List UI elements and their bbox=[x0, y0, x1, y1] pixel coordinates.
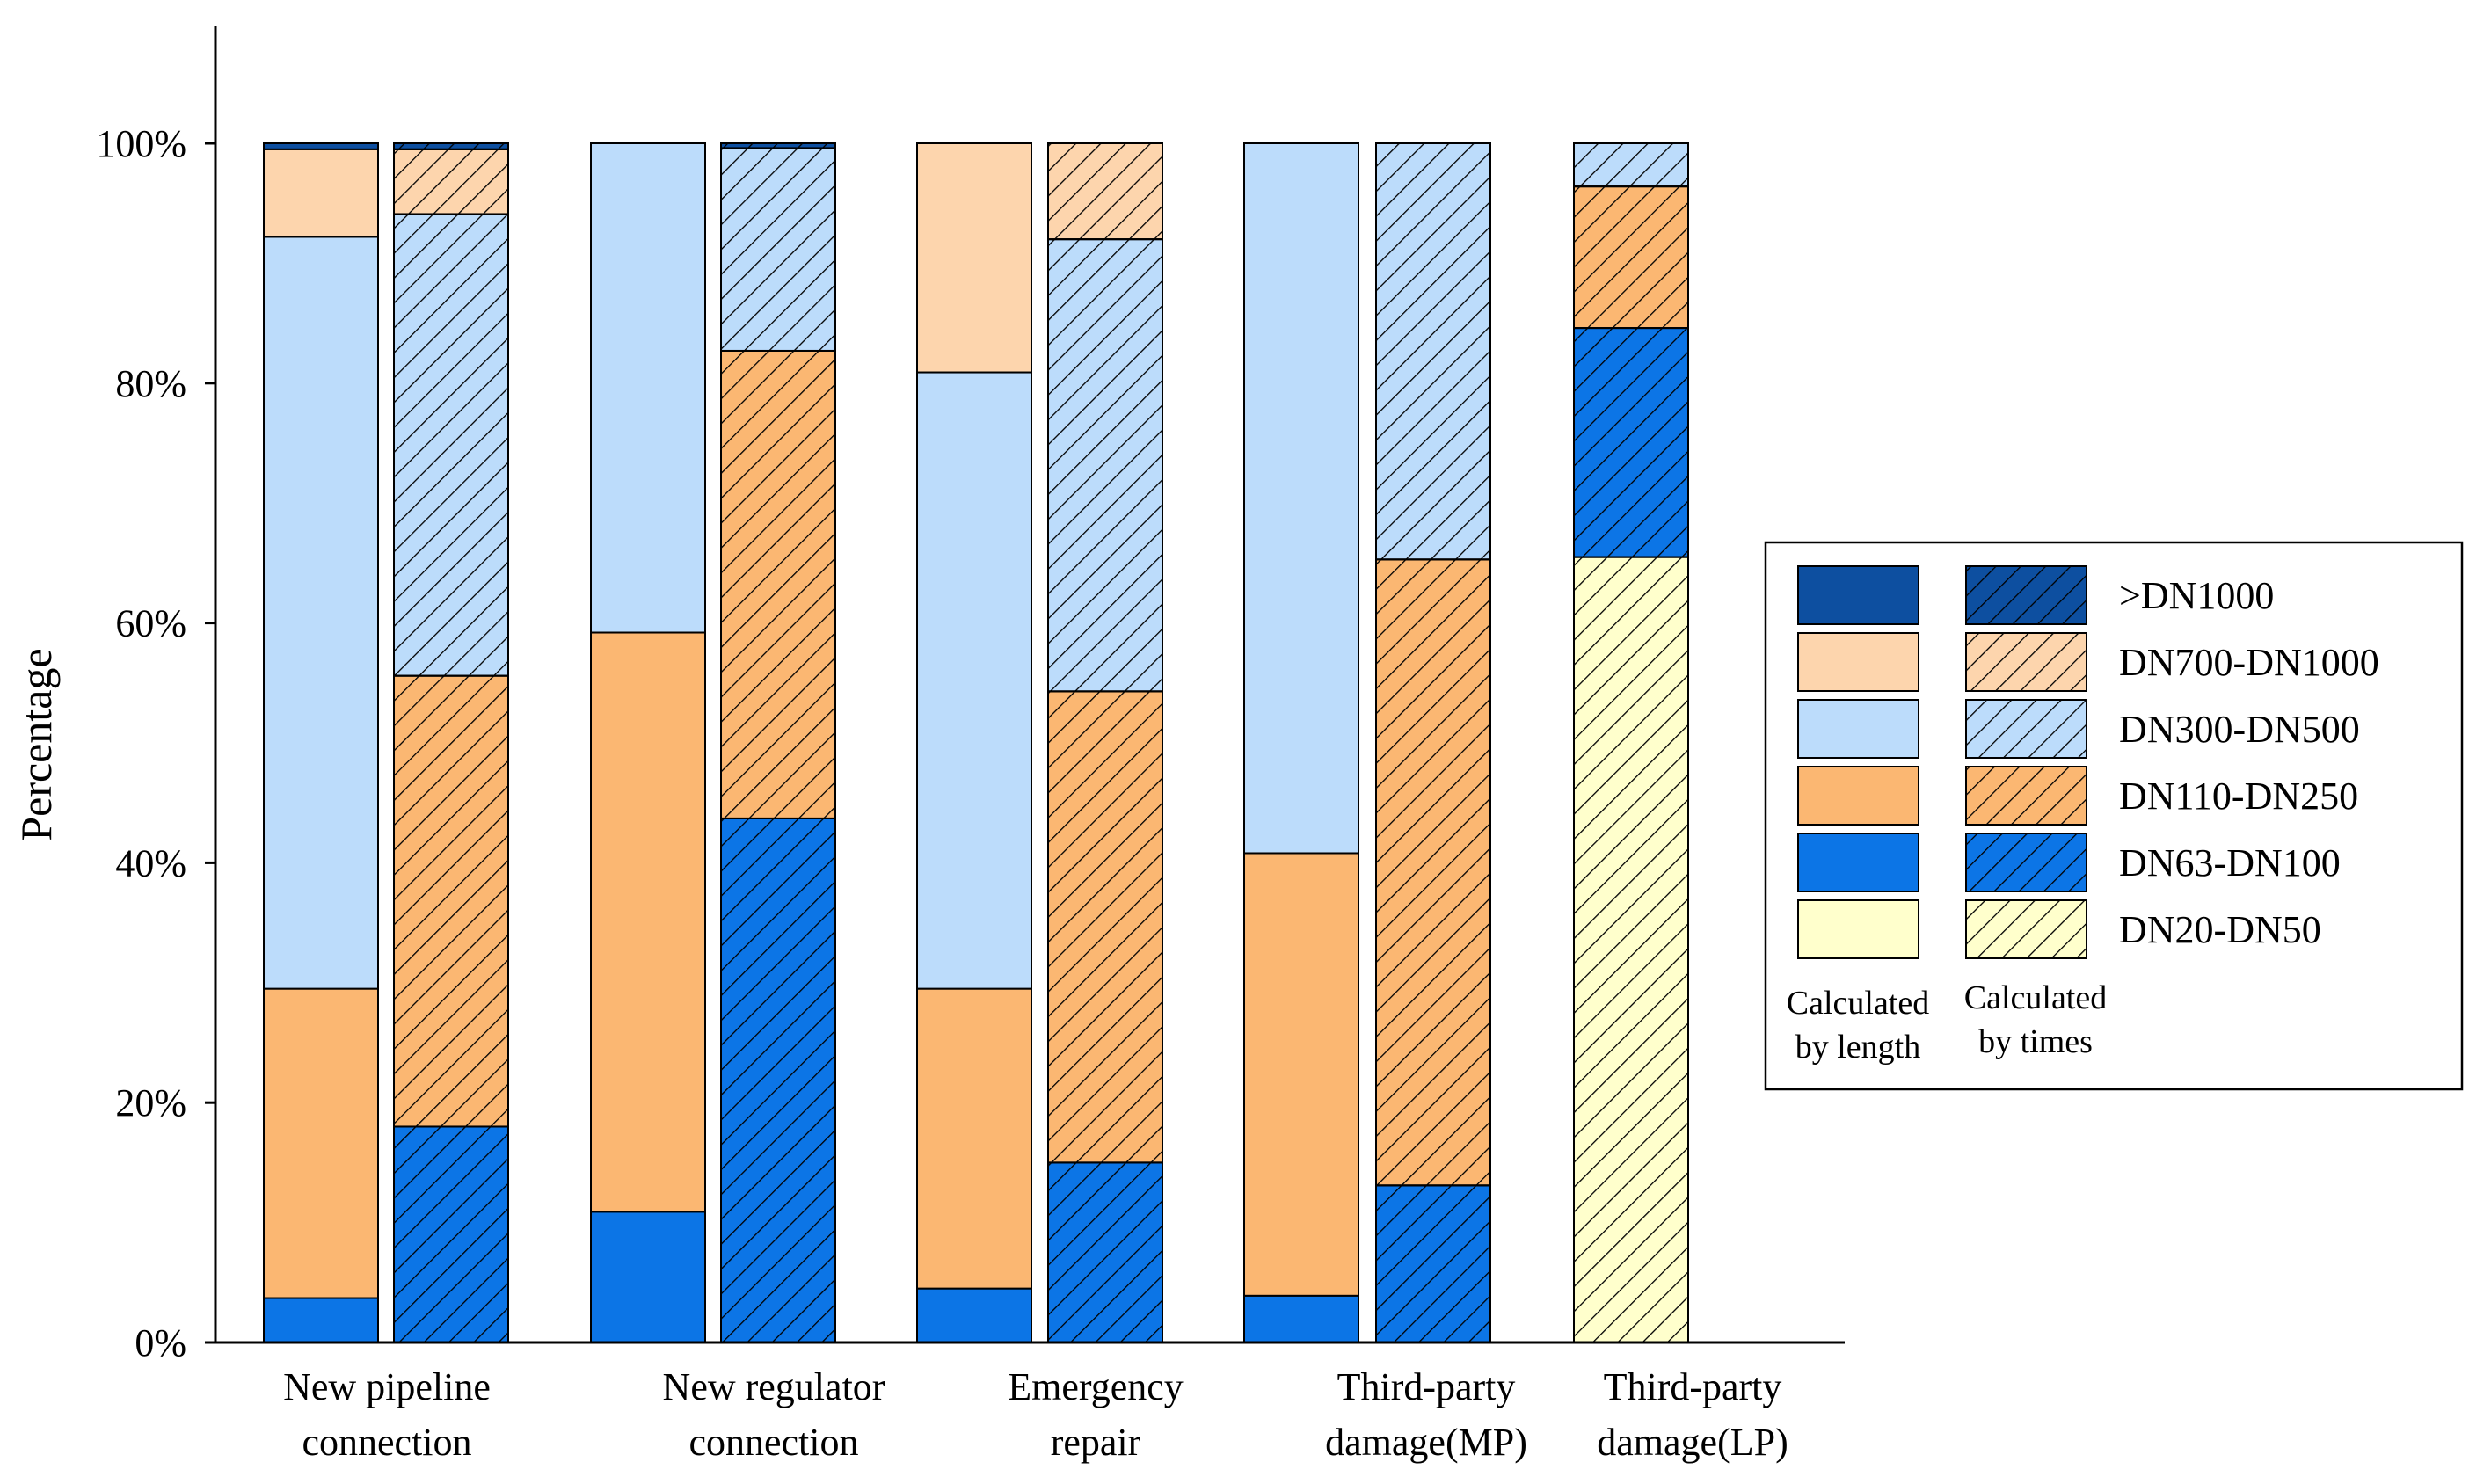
legend-label: DN700-DN1000 bbox=[2119, 641, 2379, 684]
bar-segment bbox=[916, 987, 1032, 1290]
legend-label: DN63-DN100 bbox=[2119, 841, 2341, 884]
y-tick-label: 100% bbox=[96, 122, 186, 165]
legend-swatch-length bbox=[1797, 833, 1919, 892]
y-axis-label: Percentage bbox=[11, 648, 61, 840]
legend-swatch-length bbox=[1797, 899, 1919, 959]
bar-segment-hatch bbox=[1573, 327, 1689, 558]
y-tick-label: 60% bbox=[115, 602, 186, 645]
bar-segment bbox=[916, 1287, 1032, 1343]
legend-swatch-times-hatch bbox=[1965, 766, 2087, 826]
x-tick-label: Emergency bbox=[1008, 1365, 1184, 1408]
x-tick-label: Third-party bbox=[1604, 1365, 1782, 1408]
y-tick-label: 40% bbox=[115, 841, 186, 884]
x-tick-label: New pipeline bbox=[283, 1365, 491, 1408]
bar-segment bbox=[263, 987, 379, 1299]
bar-segment-hatch bbox=[1047, 238, 1163, 693]
bar-segment bbox=[590, 631, 706, 1213]
bar-segment-hatch bbox=[1573, 142, 1689, 188]
bar-segment-hatch bbox=[393, 148, 509, 215]
legend-swatch-times-hatch bbox=[1965, 899, 2087, 959]
bar-segment-hatch bbox=[720, 817, 836, 1343]
bar-segment bbox=[1243, 142, 1359, 855]
bar-segment-hatch bbox=[720, 142, 836, 149]
bar-segment bbox=[263, 236, 379, 990]
y-tick-layer: 0% 20% 40% 60% 80% 100% bbox=[96, 122, 215, 1364]
legend-swatch-times-hatch bbox=[1965, 632, 2087, 692]
legend: >DN1000 DN700-DN1000 DN300-DN500 DN110-DN25… bbox=[1764, 541, 2464, 1091]
legend-column-caption: Calculated bbox=[1964, 979, 2107, 1016]
bar-segment-hatch bbox=[1573, 556, 1689, 1343]
bar-segment-hatch bbox=[1573, 186, 1689, 330]
bar-segment bbox=[1243, 1294, 1359, 1343]
legend-label: DN300-DN500 bbox=[2119, 708, 2360, 751]
legend-swatch-times-hatch bbox=[1965, 699, 2087, 759]
legend-label: >DN1000 bbox=[2119, 574, 2274, 617]
bar-segment bbox=[263, 1297, 379, 1343]
bar-segment-hatch bbox=[393, 674, 509, 1128]
x-tick-label: New regulator bbox=[663, 1365, 885, 1408]
bar-segment bbox=[916, 371, 1032, 990]
y-tick-label: 0% bbox=[135, 1321, 186, 1364]
legend-swatch-length bbox=[1797, 632, 1919, 692]
bar-segment-hatch bbox=[720, 147, 836, 352]
bar-segment-hatch bbox=[1375, 558, 1491, 1187]
bars-layer bbox=[263, 142, 1689, 1344]
bar-segment-hatch bbox=[1047, 690, 1163, 1164]
x-tick-label: damage(LP) bbox=[1597, 1421, 1788, 1464]
bar-segment-hatch bbox=[1375, 1184, 1491, 1344]
bar-segment-hatch bbox=[393, 142, 509, 150]
bar-segment-hatch bbox=[393, 1125, 509, 1343]
bar-segment-hatch bbox=[393, 213, 509, 677]
bar-segment bbox=[1243, 852, 1359, 1297]
legend-column-caption: Calculated bbox=[1787, 985, 1929, 1022]
bar-segment-hatch bbox=[1047, 142, 1163, 241]
x-tick-label: Third-party bbox=[1337, 1365, 1516, 1408]
x-tick-labels: New pipeline connection New regulator conne… bbox=[283, 1365, 1788, 1464]
bar-segment bbox=[590, 1211, 706, 1343]
legend-swatch-times-hatch bbox=[1965, 565, 2087, 625]
bar-segment-hatch bbox=[1047, 1161, 1163, 1344]
legend-swatch-length bbox=[1797, 565, 1919, 625]
bar-segment-hatch bbox=[720, 349, 836, 819]
bar-segment-hatch bbox=[1375, 142, 1491, 561]
legend-column-caption: by length bbox=[1795, 1029, 1920, 1066]
bar-segment bbox=[916, 142, 1032, 374]
legend-swatch-length bbox=[1797, 766, 1919, 826]
x-tick-label: connection bbox=[688, 1421, 858, 1464]
bar-segment bbox=[590, 142, 706, 634]
x-tick-label: repair bbox=[1051, 1421, 1141, 1464]
axes-layer bbox=[214, 26, 1845, 1344]
bar-segment bbox=[263, 148, 379, 238]
legend-label: DN20-DN50 bbox=[2119, 908, 2321, 951]
legend-swatch-times-hatch bbox=[1965, 833, 2087, 892]
y-tick-label: 20% bbox=[115, 1081, 186, 1124]
legend-column-caption: by times bbox=[1978, 1023, 2093, 1060]
y-tick-label: 80% bbox=[115, 362, 186, 405]
x-tick-label: connection bbox=[302, 1421, 471, 1464]
x-tick-label: damage(MP) bbox=[1325, 1421, 1527, 1464]
legend-swatch-length bbox=[1797, 699, 1919, 759]
legend-label: DN110-DN250 bbox=[2119, 775, 2358, 818]
bar-segment bbox=[263, 142, 379, 150]
